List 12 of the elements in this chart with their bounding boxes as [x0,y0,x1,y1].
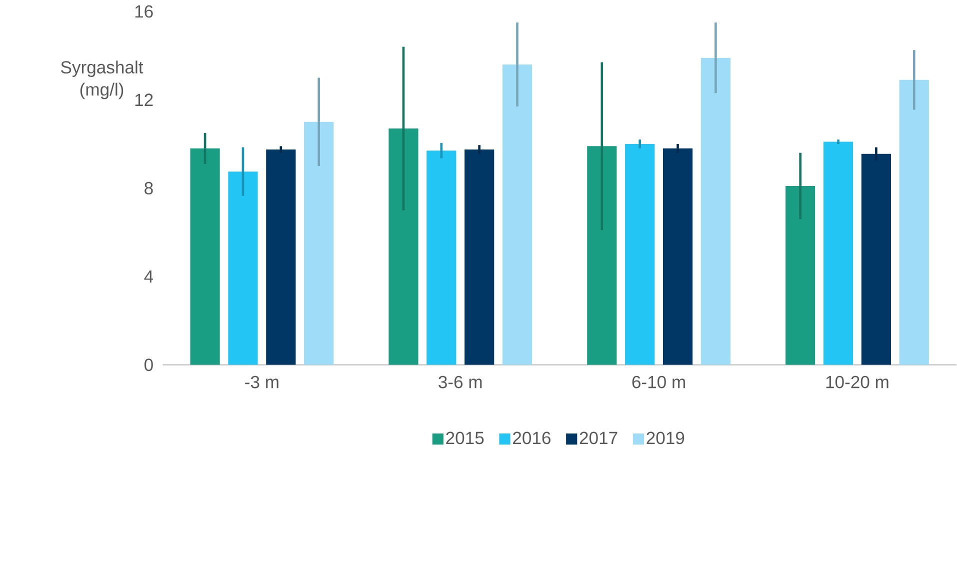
y-tick-label: 8 [144,182,153,194]
legend-label: 2015 [446,432,484,444]
y-tick-label: 16 [135,5,153,18]
y-tick-label: 4 [144,270,154,283]
legend-label: 2019 [646,432,684,444]
x-tick-label: 6-10 m [632,376,685,388]
x-tick-label: -3 m [245,376,278,388]
legend-label: 2017 [580,432,618,444]
x-tick-label: 10-20 m [826,376,888,388]
legend-label: 2016 [513,432,550,444]
x-tick-label: 3-6 m [438,376,482,388]
y-tick-label: 0 [144,358,153,372]
